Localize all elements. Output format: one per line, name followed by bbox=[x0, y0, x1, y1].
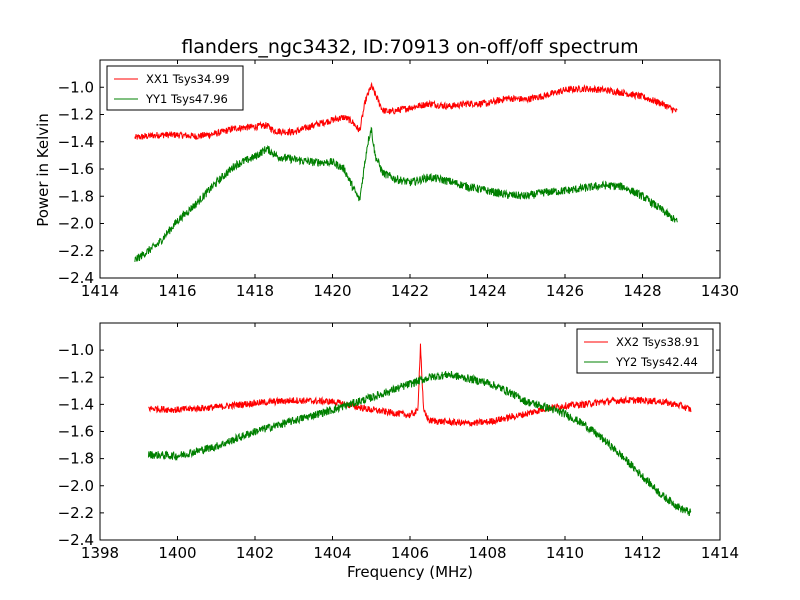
y-tick-label: −1.8 bbox=[58, 450, 94, 468]
x-tick-label: 1416 bbox=[158, 282, 196, 300]
chart-panel-1: 1414 1416 1418 1420 1422 1424 1426 1428 1430 −2.4… bbox=[58, 59, 739, 300]
y-tick-label: −2.2 bbox=[58, 504, 94, 522]
x-tick-label: 1430 bbox=[701, 282, 739, 300]
figure-title: flanders_ngc3432, ID:70913 on-off/off sp… bbox=[181, 36, 638, 58]
legend: XX1 Tsys34.99 YY1 Tsys47.96 bbox=[106, 65, 244, 111]
x-tick-label: 1424 bbox=[468, 282, 506, 300]
y-tick-label: −1.4 bbox=[58, 395, 94, 413]
y-tick-label: −1.6 bbox=[58, 160, 94, 178]
x-tick-label: 1402 bbox=[236, 544, 274, 562]
y-tick-label: −1.2 bbox=[58, 368, 94, 386]
legend-label: XX1 Tsys34.99 bbox=[146, 72, 230, 86]
y-tick-label: −2.0 bbox=[58, 477, 94, 495]
x-tick-label: 1412 bbox=[623, 544, 661, 562]
x-tick-label: 1404 bbox=[313, 544, 351, 562]
x-tick-label: 1414 bbox=[81, 282, 119, 300]
legend-label: YY2 Tsys42.44 bbox=[615, 355, 698, 369]
x-tick-label: 1418 bbox=[236, 282, 274, 300]
y-tick-label: −2.2 bbox=[58, 242, 94, 260]
legend-box bbox=[576, 328, 714, 374]
x-tick-label: 1400 bbox=[158, 544, 196, 562]
series-line-2 bbox=[134, 126, 678, 262]
x-tick-label: 1414 bbox=[701, 544, 739, 562]
x-axis-label: Frequency (MHz) bbox=[347, 563, 473, 581]
x-tick-label: 1422 bbox=[391, 282, 429, 300]
chart-panel-2: 1398 1400 1402 1404 1406 1408 1410 1412 1414 −2.4… bbox=[58, 322, 739, 562]
x-tick-label: 1428 bbox=[623, 282, 661, 300]
series-line-1 bbox=[134, 81, 678, 140]
legend-label: XX2 Tsys38.91 bbox=[616, 335, 700, 349]
y-tick-label: −2.4 bbox=[58, 531, 94, 549]
x-tick-label: 1410 bbox=[546, 544, 584, 562]
series-line-2 bbox=[147, 370, 692, 516]
y-tick-label: −1.0 bbox=[58, 78, 94, 96]
x-tick-label: 1426 bbox=[546, 282, 584, 300]
x-tick-label: 1420 bbox=[313, 282, 351, 300]
x-tick-label: 1406 bbox=[391, 544, 429, 562]
y-tick-label: −1.6 bbox=[58, 423, 94, 441]
y-tick-label: −2.4 bbox=[58, 269, 94, 287]
y-tick-label: −1.4 bbox=[58, 133, 94, 151]
x-tick-label: 1408 bbox=[468, 544, 506, 562]
y-tick-label: −1.8 bbox=[58, 187, 94, 205]
legend-box bbox=[106, 65, 244, 111]
y-tick-label: −1.0 bbox=[58, 341, 94, 359]
legend-label: YY1 Tsys47.96 bbox=[145, 92, 228, 106]
y-tick-label: −2.0 bbox=[58, 215, 94, 233]
x-tick-label: 1398 bbox=[81, 544, 119, 562]
series-line-1 bbox=[148, 343, 692, 427]
legend: XX2 Tsys38.91 YY2 Tsys42.44 bbox=[576, 328, 714, 374]
y-tick-label: −1.2 bbox=[58, 106, 94, 124]
y-axis-label: Power in Kelvin bbox=[34, 113, 52, 227]
